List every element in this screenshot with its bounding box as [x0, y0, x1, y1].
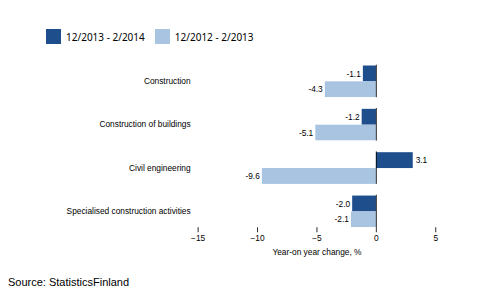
svg-text:-5.1: -5.1	[299, 128, 314, 138]
html-text:12/2013 - 2/2014: 12/2013 - 2/2014	[66, 29, 145, 44]
svg-text:−15: −15	[191, 233, 205, 243]
svg-text:Construction of buildings: Construction of buildings	[99, 119, 190, 129]
svg-text:Construction: Construction	[144, 76, 191, 86]
svg-text:3.1: 3.1	[416, 155, 428, 165]
html-text:12/2012 - 2/2013: 12/2012 - 2/2013	[174, 29, 254, 44]
svg-text:Specialised construction activ: Specialised construction activities	[67, 206, 191, 216]
svg-text:-1.1: -1.1	[346, 69, 361, 79]
svg-text:5: 5	[433, 233, 438, 243]
svg-text:-4.3: -4.3	[308, 84, 323, 94]
svg-text:−5: −5	[312, 233, 322, 243]
html-text:Source: StatisticsFinland: Source: StatisticsFinland	[8, 276, 130, 289]
svg-text:-1.2: -1.2	[345, 112, 360, 122]
svg-text:Year-on year change, %: Year-on year change, %	[272, 247, 362, 257]
svg-text:Civil engineering: Civil engineering	[129, 163, 191, 173]
svg-text:-9.6: -9.6	[245, 171, 260, 181]
svg-text:-2.0: -2.0	[336, 199, 351, 209]
svg-text:-2.1: -2.1	[335, 214, 350, 224]
svg-text:−10: −10	[250, 233, 264, 243]
svg-text:0: 0	[374, 233, 379, 243]
